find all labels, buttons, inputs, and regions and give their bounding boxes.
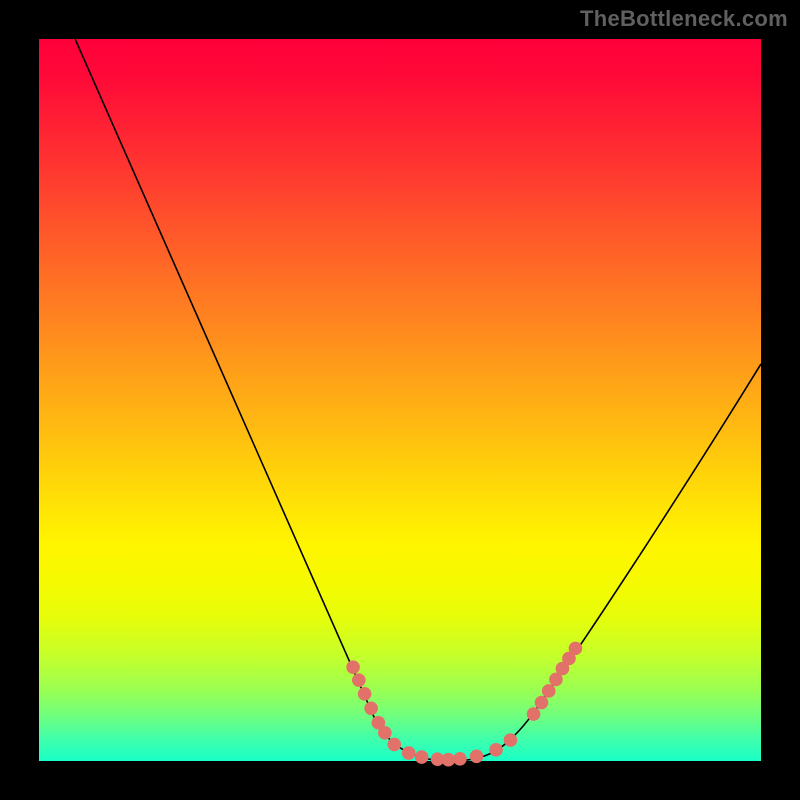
frame-right — [761, 0, 800, 800]
scatter-point — [387, 738, 401, 752]
chart-svg — [0, 0, 800, 800]
scatter-point — [346, 660, 360, 674]
scatter-point — [415, 750, 429, 764]
watermark-text: TheBottleneck.com — [580, 6, 788, 32]
scatter-point — [535, 696, 549, 710]
scatter-point — [364, 701, 378, 715]
scatter-point — [542, 684, 556, 698]
chart-container: TheBottleneck.com — [0, 0, 800, 800]
scatter-point — [504, 733, 518, 747]
scatter-point — [470, 750, 484, 764]
scatter-point — [527, 707, 541, 721]
scatter-point — [569, 642, 583, 656]
scatter-point — [352, 673, 366, 687]
scatter-point — [453, 752, 467, 766]
scatter-point — [358, 687, 372, 701]
scatter-point — [442, 753, 456, 767]
plot-background — [39, 39, 761, 761]
scatter-point — [489, 743, 503, 757]
scatter-point — [378, 726, 392, 740]
frame-left — [0, 0, 39, 800]
frame-bottom — [0, 761, 800, 800]
scatter-point — [402, 746, 416, 760]
